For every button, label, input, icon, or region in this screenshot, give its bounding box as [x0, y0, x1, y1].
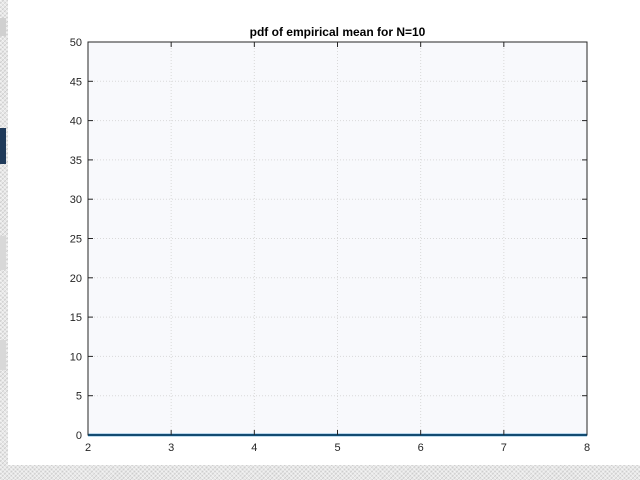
x-tick-label: 7: [501, 442, 507, 454]
background-window-fragment: [0, 18, 6, 36]
x-tick-label: 8: [584, 442, 590, 454]
y-tick-label: 0: [76, 430, 82, 442]
background-window-edge: [0, 0, 8, 480]
background-window-fragment: [0, 340, 6, 370]
x-tick-label: 2: [85, 442, 91, 454]
y-tick-label: 35: [70, 155, 82, 167]
figure-window: 2 3 4 5 6 7 8 0 5 10 15 20 25 30 35 40 45 50 pdf of empir…: [8, 0, 640, 465]
grid-lines: [88, 42, 587, 435]
y-tick-label: 10: [70, 351, 82, 363]
y-tick-label: 15: [70, 312, 82, 324]
y-tick-label: 30: [70, 194, 82, 206]
tick-marks: [87, 41, 588, 436]
y-tick-label: 5: [76, 391, 82, 403]
background-window-fragment: [0, 236, 6, 270]
x-tick-label: 4: [251, 442, 257, 454]
y-tick-label: 50: [70, 37, 82, 49]
y-tick-label: 20: [70, 273, 82, 285]
x-tick-label: 3: [168, 442, 174, 454]
y-tick-label: 45: [70, 76, 82, 88]
background-window-fragment: [0, 128, 6, 164]
y-tick-label: 25: [70, 234, 82, 246]
x-tick-label: 5: [334, 442, 340, 454]
x-tick-label: 6: [418, 442, 424, 454]
y-tick-label: 40: [70, 116, 82, 128]
chart-title: pdf of empirical mean for N=10: [250, 25, 426, 39]
